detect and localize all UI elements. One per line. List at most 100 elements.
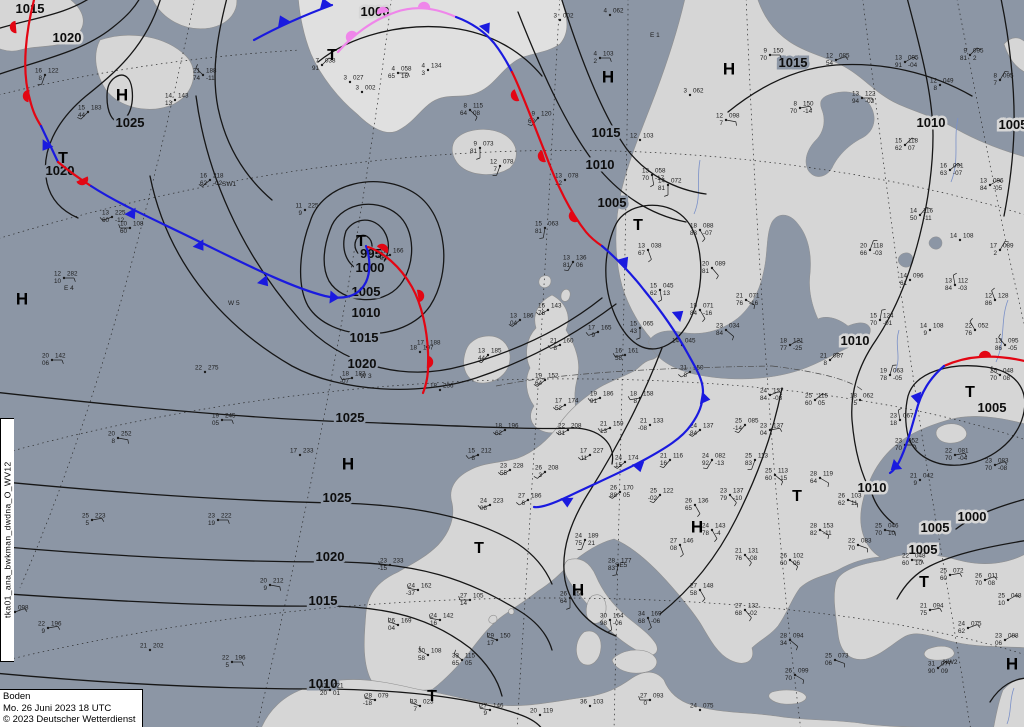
svg-text:077: 077 xyxy=(941,661,952,668)
svg-text:81: 81 xyxy=(563,262,571,269)
cold-front-triangle-icon xyxy=(699,391,711,405)
station-plot: 26 169 04 xyxy=(388,618,412,633)
station-plot: 12 103 xyxy=(630,133,654,142)
isobar-label: 1025 xyxy=(116,115,145,130)
svg-text:174: 174 xyxy=(568,398,579,405)
river xyxy=(894,329,900,373)
svg-text:3: 3 xyxy=(421,70,425,77)
wind-barb-icon xyxy=(998,337,1006,346)
svg-text:034: 034 xyxy=(729,323,740,330)
svg-text:11: 11 xyxy=(580,455,587,462)
svg-text:4: 4 xyxy=(603,8,607,15)
wind-barb-icon xyxy=(744,554,752,563)
svg-text:21: 21 xyxy=(660,453,668,460)
station-plot: 17 227 11 xyxy=(578,448,604,462)
station-plot: 13 225 60 -12 xyxy=(99,210,126,224)
svg-text:-08: -08 xyxy=(748,555,758,562)
station-plot: 18 088 83 -07 xyxy=(690,223,714,242)
svg-text:121: 121 xyxy=(793,338,804,345)
svg-text:275: 275 xyxy=(208,365,219,372)
station-plot: 25 115 60 05 xyxy=(805,393,829,408)
isobar xyxy=(727,63,973,113)
svg-text:-11: -11 xyxy=(923,215,932,222)
wind-barb-icon xyxy=(949,163,958,171)
station-plot: 13 095 91 -04 xyxy=(895,55,919,70)
station-plot: 14 116 50 -11 xyxy=(910,207,934,222)
landmass xyxy=(463,335,511,384)
svg-text:28: 28 xyxy=(810,523,818,530)
wind-barb-icon xyxy=(729,494,737,503)
wind-barb-icon xyxy=(919,207,927,216)
svg-text:-02: -02 xyxy=(213,180,223,187)
svg-text:27: 27 xyxy=(460,593,468,600)
svg-text:44: 44 xyxy=(78,112,86,119)
river xyxy=(995,299,1009,363)
svg-text:08: 08 xyxy=(670,545,678,552)
warm-front-semicircle-icon xyxy=(76,176,89,186)
svg-text:65: 65 xyxy=(685,505,693,512)
warm-front-semicircle-icon xyxy=(537,150,546,163)
station-plot: 27 105 14 xyxy=(458,593,484,607)
svg-text:62: 62 xyxy=(895,145,903,152)
station-plot: 24 142 16 xyxy=(429,613,454,627)
svg-text:-07: -07 xyxy=(953,170,963,177)
front-layer xyxy=(9,0,1024,509)
svg-text:06: 06 xyxy=(995,640,1003,647)
wind-barb-icon xyxy=(647,249,652,260)
svg-text:5: 5 xyxy=(853,400,857,407)
wind-barb-icon xyxy=(889,365,893,376)
svg-text:17: 17 xyxy=(588,325,596,332)
isobar xyxy=(149,175,617,390)
svg-text:60: 60 xyxy=(780,560,788,567)
svg-text:91: 91 xyxy=(312,65,320,72)
chart-id-label: tka01_ana_bwkman_dwdna_O_WV12 xyxy=(0,418,14,662)
station-plot: 24 075 62 xyxy=(958,621,982,636)
station-plot: 16 218 62 -02 xyxy=(198,173,224,187)
wind-barb-icon xyxy=(829,352,838,361)
wind-barb-icon xyxy=(102,216,113,221)
isobar xyxy=(0,480,553,585)
svg-text:089: 089 xyxy=(715,261,726,268)
svg-text:44: 44 xyxy=(478,355,486,362)
wind-barb-icon xyxy=(496,429,506,436)
svg-text:15: 15 xyxy=(895,138,903,145)
svg-text:14: 14 xyxy=(920,323,928,330)
station-plot: 21 150 8 xyxy=(678,365,704,379)
isobar-label: 1020 xyxy=(316,549,345,564)
cold-front-triangle-icon xyxy=(42,139,54,151)
svg-text:21: 21 xyxy=(735,548,743,555)
wind-barb-icon xyxy=(835,56,846,61)
svg-text:76: 76 xyxy=(735,555,743,562)
svg-text:136: 136 xyxy=(698,498,709,505)
svg-text:048: 048 xyxy=(915,553,926,560)
cold-front-triangle-icon xyxy=(560,497,574,508)
svg-text:43: 43 xyxy=(630,328,638,335)
svg-text:61: 61 xyxy=(900,280,908,287)
station-plot: 28 094 34 xyxy=(780,633,804,651)
wind-barb-icon xyxy=(969,47,978,56)
svg-text:-02: -02 xyxy=(648,495,658,502)
station-plot: 13 185 44 xyxy=(477,348,502,363)
svg-text:25: 25 xyxy=(940,568,948,575)
svg-text:14: 14 xyxy=(460,600,468,607)
station-plot: 17 165 9 xyxy=(585,325,612,339)
cold-front-triangle-icon xyxy=(124,207,136,220)
wind-barb-icon xyxy=(904,137,913,146)
cold-front xyxy=(888,364,946,475)
svg-text:8: 8 xyxy=(993,73,997,80)
svg-text:30: 30 xyxy=(600,613,608,620)
svg-text:62: 62 xyxy=(495,430,503,437)
cold-front-triangle-icon xyxy=(617,256,629,269)
svg-text:25: 25 xyxy=(735,418,743,425)
svg-text:218: 218 xyxy=(213,173,224,180)
svg-text:17: 17 xyxy=(487,640,495,647)
isobar xyxy=(659,387,783,615)
station-plot: 19 186 91 xyxy=(587,391,614,405)
svg-text:152: 152 xyxy=(548,373,559,380)
warm-front-semicircle-icon xyxy=(416,289,425,303)
station-plot: 16 091 63 -07 xyxy=(940,163,964,178)
station-plot: 12 049 8 xyxy=(930,78,954,93)
svg-text:64: 64 xyxy=(810,478,818,485)
svg-text:132: 132 xyxy=(748,603,759,610)
svg-text:-14: -14 xyxy=(733,425,743,432)
